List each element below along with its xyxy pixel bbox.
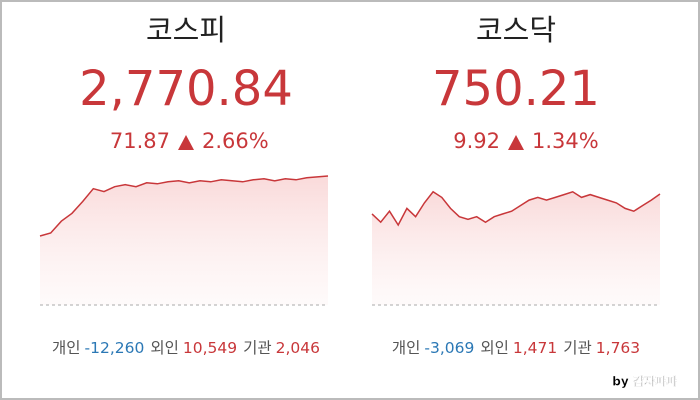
index-line	[371, 190, 661, 227]
up-arrow	[508, 135, 524, 150]
flow-value: 10,549	[183, 339, 237, 357]
flow-label: 외인	[150, 339, 179, 357]
flow-value: -12,260	[85, 339, 145, 357]
up-arrow	[178, 135, 194, 150]
chart-area	[40, 176, 328, 305]
investor-flows: 개인 -12,260 외인 10,549 기관 2,046	[52, 339, 320, 357]
watermark: by 갑자파파	[612, 374, 677, 389]
index-value: 2,770.84	[79, 61, 293, 117]
flow-label: 개인	[52, 339, 81, 357]
flow-label: 기관	[243, 339, 272, 357]
index-value: 750.21	[432, 61, 600, 117]
chart-area	[372, 191, 660, 305]
flow-label: 기관	[563, 339, 592, 357]
change-percent: 2.66%	[202, 129, 269, 153]
flow-label: 외인	[480, 339, 509, 357]
flow-value: 1,763	[596, 339, 640, 357]
index-line	[39, 175, 329, 237]
flow-value: -3,069	[424, 339, 474, 357]
change-percent: 1.34%	[532, 129, 599, 153]
change-value: 71.87	[110, 129, 170, 153]
change-value: 9.92	[453, 129, 500, 153]
index-title: 코스닥	[476, 13, 556, 47]
flow-value: 2,046	[276, 339, 320, 357]
investor-flows: 개인 -3,069 외인 1,471 기관 1,763	[392, 339, 640, 357]
flow-value: 1,471	[513, 339, 557, 357]
flow-label: 개인	[392, 339, 421, 357]
index-title: 코스피	[146, 13, 226, 47]
